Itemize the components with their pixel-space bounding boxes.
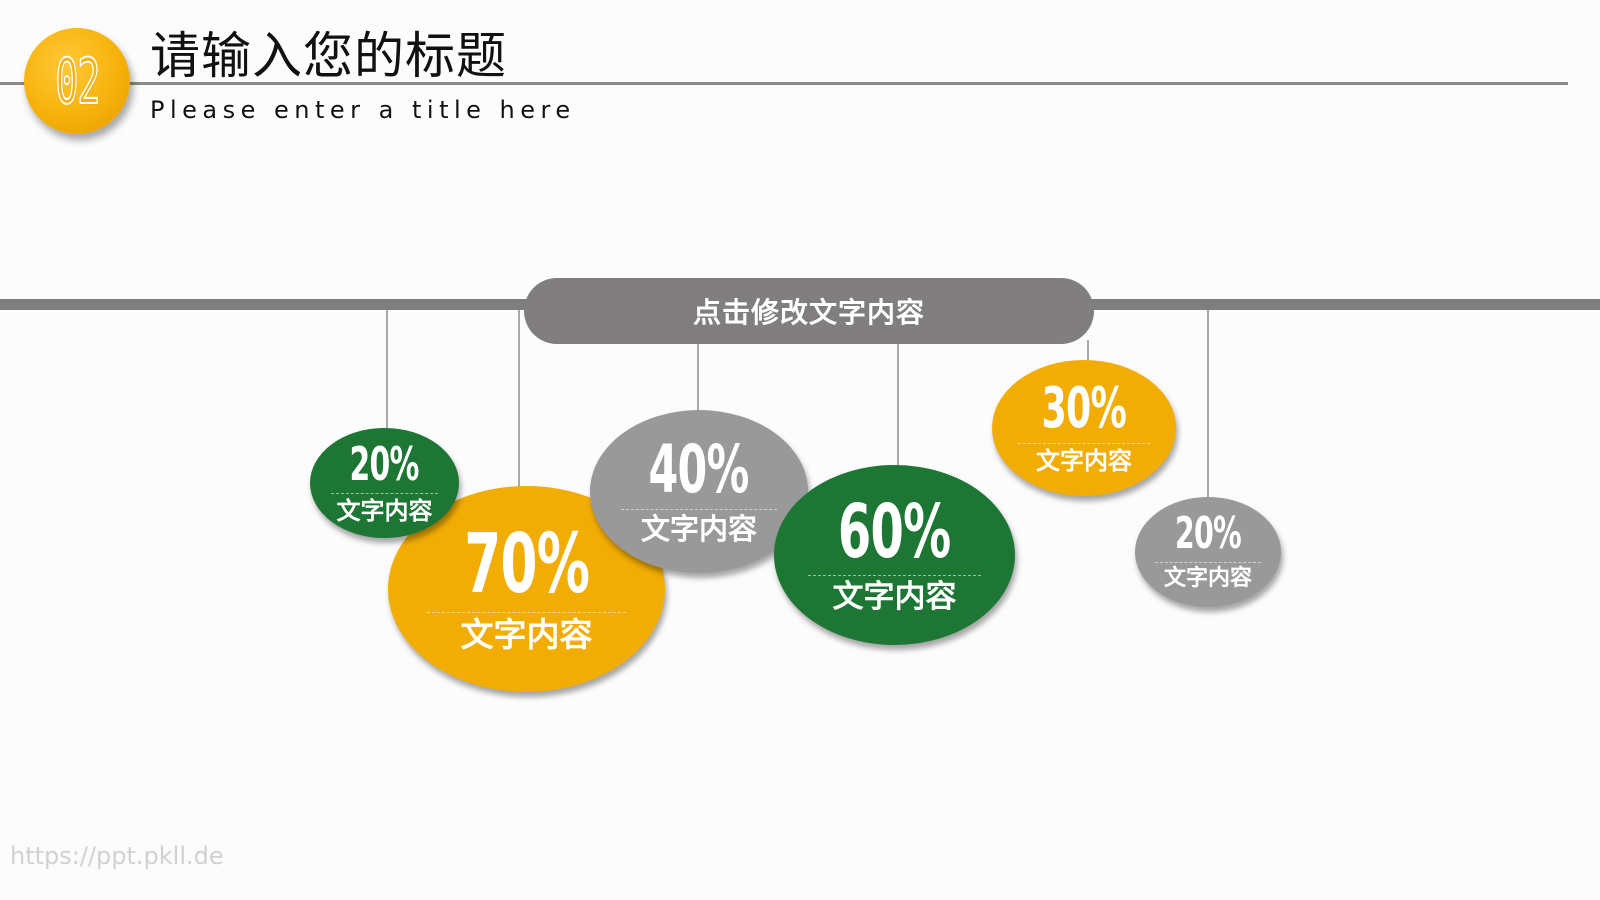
string-4 [897, 340, 899, 468]
bubble-label: 文字内容 [640, 512, 757, 547]
string-1 [386, 310, 388, 435]
bubble-separator [1155, 562, 1261, 564]
bubble-20-gray[interactable]: 20% 文字内容 [1135, 497, 1281, 607]
string-2 [518, 310, 520, 490]
banner-label: 点击修改文字内容 [692, 296, 925, 329]
bubble-value: 20% [1174, 508, 1242, 560]
bubble-value: 30% [1041, 376, 1127, 442]
bubble-separator [330, 493, 439, 495]
string-5 [1087, 340, 1089, 364]
bubble-separator [1017, 443, 1151, 445]
bubble-20-green[interactable]: 20% 文字内容 [310, 428, 459, 538]
bubble-30[interactable]: 30% 文字内容 [992, 360, 1176, 496]
bubble-40[interactable]: 40% 文字内容 [590, 410, 808, 573]
bubble-separator [807, 575, 982, 577]
watermark: https://ppt.pkll.de [10, 842, 224, 870]
bubble-value: 70% [464, 517, 590, 613]
bubble-label: 文字内容 [1036, 447, 1132, 476]
bubble-label: 文字内容 [832, 579, 957, 616]
banner-pill[interactable]: 点击修改文字内容 [524, 278, 1094, 344]
string-6 [1207, 310, 1209, 500]
bubble-separator [620, 509, 778, 511]
bubble-label: 文字内容 [336, 497, 433, 526]
page-subtitle[interactable]: Please enter a title here [150, 96, 576, 124]
bubble-label: 文字内容 [460, 615, 593, 655]
section-number: 02 [54, 44, 100, 119]
bubble-value: 20% [349, 437, 420, 492]
section-number-badge: 02 [24, 28, 130, 134]
page-title[interactable]: 请输入您的标题 [150, 27, 507, 85]
bubble-value: 60% [838, 489, 951, 576]
string-3 [697, 340, 699, 412]
header-divider [0, 82, 1568, 85]
bubble-value: 40% [648, 431, 750, 509]
bubble-label: 文字内容 [1163, 566, 1252, 592]
bubble-separator [426, 612, 627, 614]
bubble-60[interactable]: 60% 文字内容 [774, 465, 1015, 645]
